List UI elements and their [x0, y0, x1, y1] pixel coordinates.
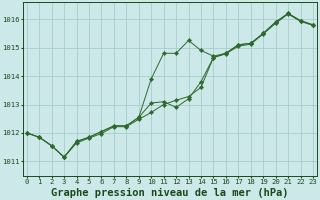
X-axis label: Graphe pression niveau de la mer (hPa): Graphe pression niveau de la mer (hPa)	[51, 188, 289, 198]
